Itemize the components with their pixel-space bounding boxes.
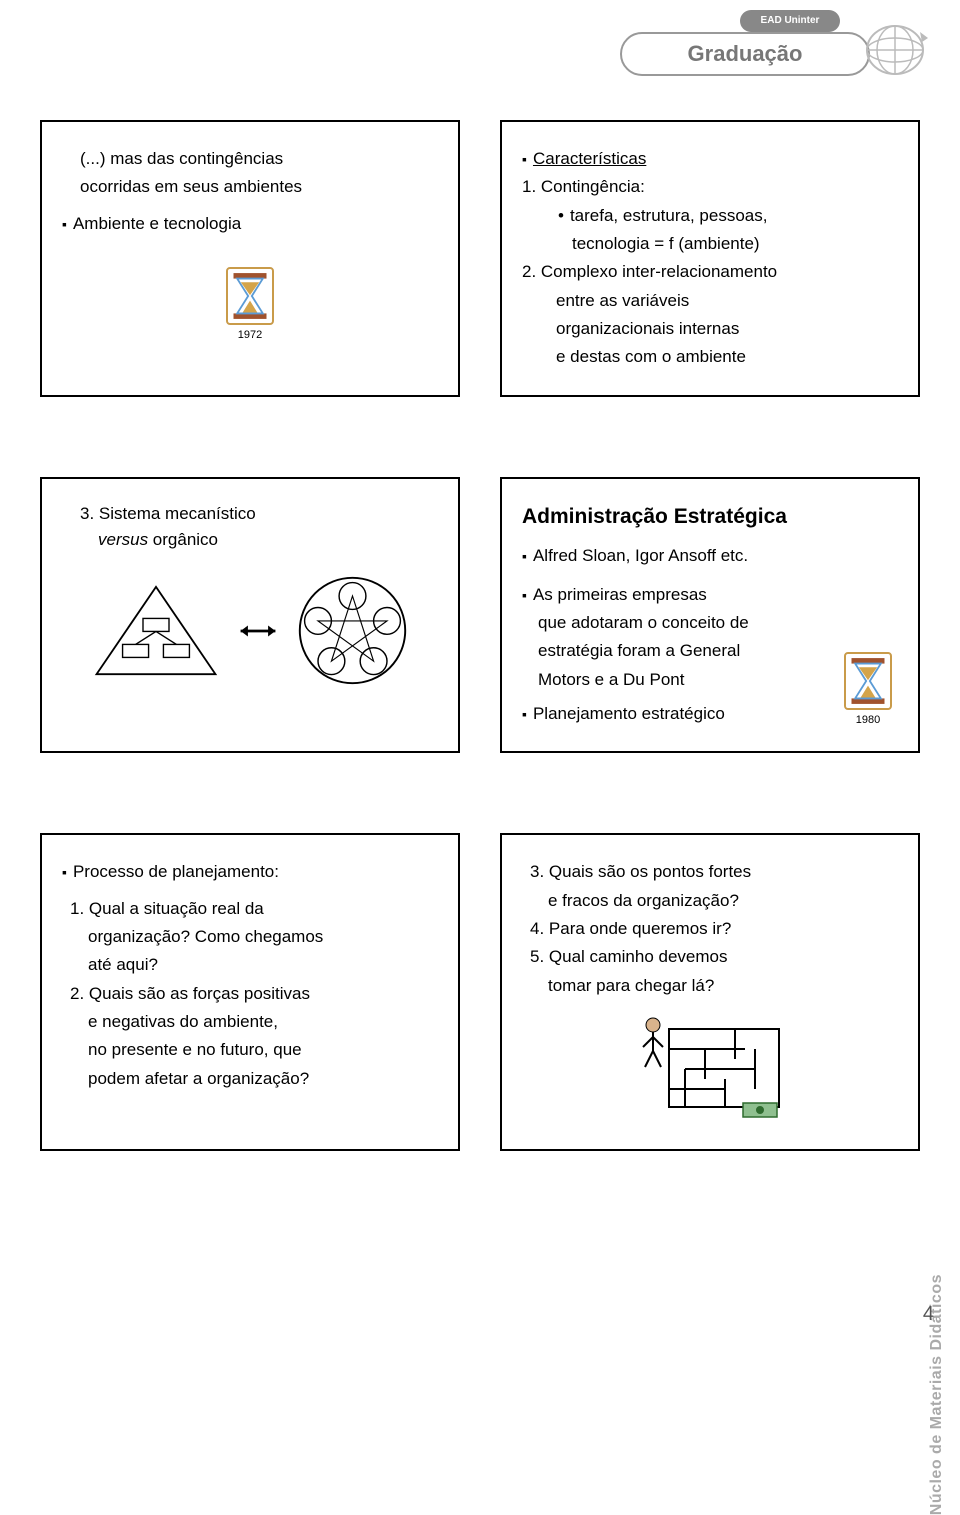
page-number: 4 (923, 1303, 934, 1326)
text: 1. Contingência: (522, 174, 898, 200)
text: estratégia foram a General (522, 638, 830, 664)
slide-3: 3. Sistema mecanístico versus orgânico (40, 477, 460, 754)
globe-icon (860, 20, 930, 80)
text: e fracos da organização? (522, 888, 898, 914)
text: 1. Qual a situação real da (62, 896, 438, 922)
text: 3. Sistema mecanístico (62, 501, 438, 527)
slide-4: Administração Estratégica Alfred Sloan, … (500, 477, 920, 754)
slide-title: Administração Estratégica (522, 501, 898, 534)
text: tomar para chegar lá? (522, 973, 898, 999)
text: e destas com o ambiente (522, 344, 898, 370)
network-icon (295, 573, 410, 688)
text: 2. Quais são as forças positivas (62, 981, 438, 1007)
slide-5: Processo de planejamento: 1. Qual a situ… (40, 833, 460, 1151)
text: Motors e a Du Pont (522, 667, 830, 693)
double-arrow-icon (235, 620, 281, 642)
text: 4. Para onde queremos ir? (522, 916, 898, 942)
text: entre as variáveis (522, 288, 898, 314)
text: no presente e no futuro, que (62, 1037, 438, 1063)
text: podem afetar a organização? (62, 1066, 438, 1092)
header: EAD Uninter Graduação (620, 10, 930, 80)
text: tarefa, estrutura, pessoas, (558, 206, 767, 225)
text: 2. Complexo inter-relacionamento (522, 259, 898, 285)
maze-icon (522, 1009, 898, 1127)
header-pill: EAD Uninter (740, 10, 840, 32)
text: 5. Qual caminho devemos (522, 944, 898, 970)
text: e negativas do ambiente, (62, 1009, 438, 1035)
header-title: Graduação (620, 32, 870, 76)
triangle-icon (91, 578, 221, 683)
year-label: 1972 (62, 327, 438, 344)
text: 3. Quais são os pontos fortes (522, 859, 898, 885)
text: (...) mas das contingências (62, 146, 438, 172)
text: até aqui? (62, 952, 438, 978)
hourglass-icon (844, 652, 892, 710)
slides-grid: (...) mas das contingências ocorridas em… (40, 120, 920, 1151)
text: ocorridas em seus ambientes (62, 174, 438, 200)
hourglass-icon (226, 267, 274, 325)
mech-organic-diagram (62, 573, 438, 688)
year-label: 1980 (838, 712, 898, 729)
slide-1: (...) mas das contingências ocorridas em… (40, 120, 460, 397)
text: tecnologia = f (ambiente) (522, 231, 898, 257)
bullet: Alfred Sloan, Igor Ansoff etc. (522, 543, 898, 569)
slide-2: Características 1. Contingência: tarefa,… (500, 120, 920, 397)
text: que adotaram o conceito de (522, 610, 830, 636)
text: organização? Como chegamos (62, 924, 438, 950)
heading: Processo de planejamento: (62, 859, 438, 885)
slide-6: 3. Quais são os pontos fortes e fracos d… (500, 833, 920, 1151)
heading: Características (522, 146, 898, 172)
bullet: Planejamento estratégico (522, 701, 830, 727)
text: versus orgânico (62, 527, 438, 553)
bullet: Ambiente e tecnologia (62, 211, 438, 237)
bullet: As primeiras empresas (522, 582, 830, 608)
text: organizacionais internas (522, 316, 898, 342)
